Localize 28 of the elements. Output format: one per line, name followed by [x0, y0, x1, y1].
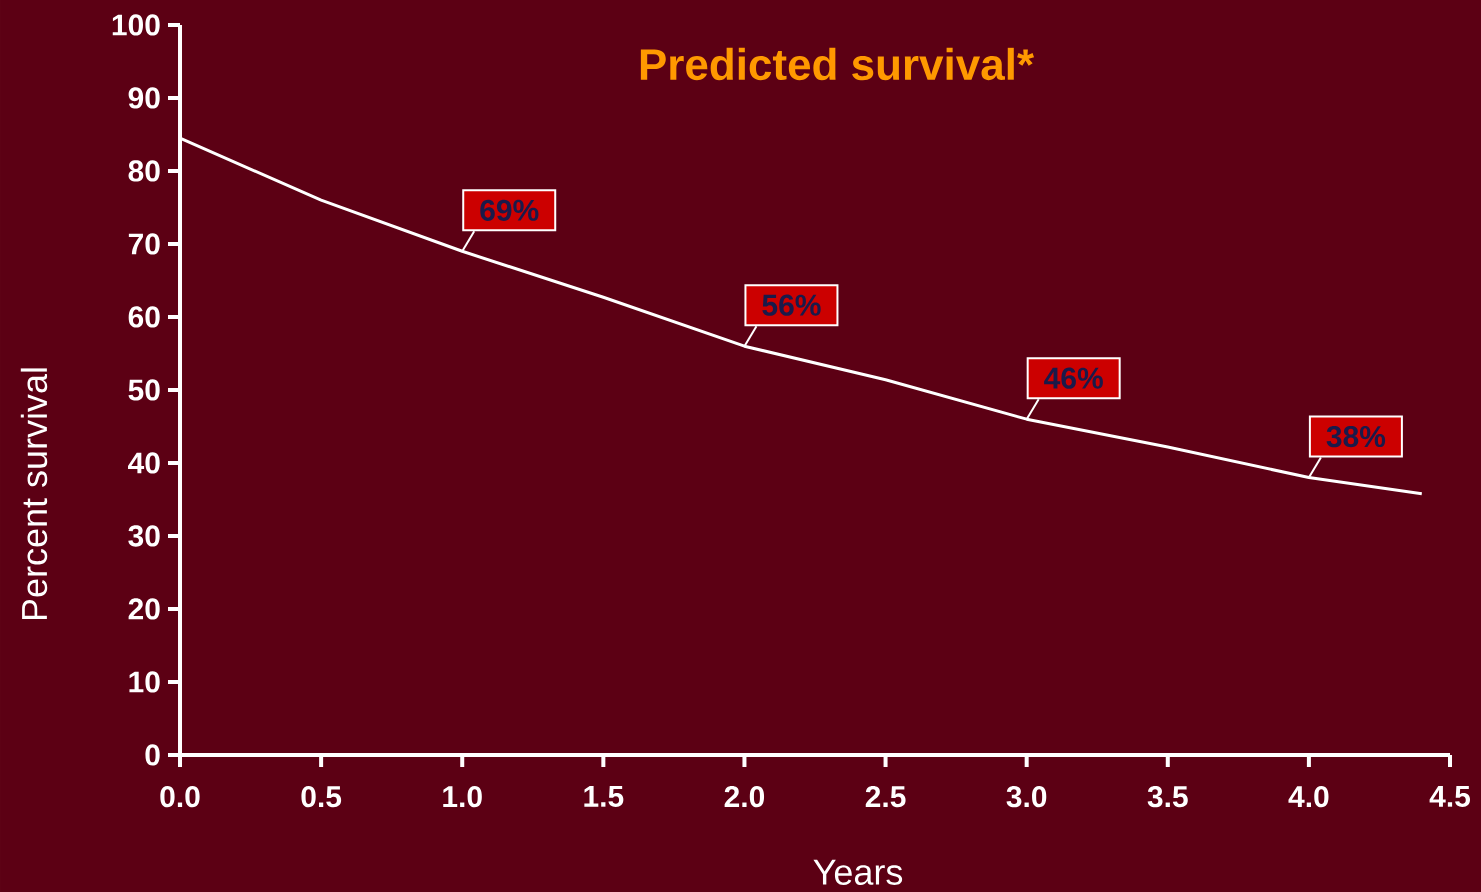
x-tick-label: 4.0 [1288, 786, 1329, 808]
x-tick-label: 0.5 [301, 786, 342, 808]
y-tick-label: 20 [128, 598, 160, 620]
x-tick-label: 3.0 [1006, 786, 1047, 808]
y-tick-label: 100 [112, 14, 160, 36]
annotation: 69% [480, 199, 539, 221]
annotation: 56% [762, 294, 821, 316]
y-tick-label: 60 [128, 306, 160, 328]
y-tick-label: 30 [128, 525, 160, 547]
annotation: 38% [1326, 425, 1386, 448]
y-tick-label: 40 [128, 452, 160, 474]
y-tick-label: 0 [145, 744, 160, 766]
y-tick-label: 50 [128, 379, 160, 401]
x-tick-label: 0.0 [160, 786, 200, 808]
x-tick-label: 1.0 [443, 786, 482, 808]
x-tick-label: 4.5 [1429, 786, 1471, 807]
y-tick-label: 80 [128, 160, 160, 182]
chart-title: Predicted survival* [640, 47, 1035, 81]
x-tick-label: 2.5 [865, 786, 906, 808]
x-tick-label: 2.0 [724, 786, 765, 808]
y-tick-label: 90 [128, 87, 160, 109]
x-axis-title: Years [813, 859, 903, 885]
y-axis-title: Percent survival [20, 368, 48, 620]
x-tick-label: 3.5 [1147, 786, 1188, 808]
y-tick-label: 10 [129, 671, 160, 693]
x-tick-label: 1.5 [584, 786, 624, 807]
annotation: 46% [1044, 367, 1103, 389]
y-tick-label: 70 [128, 233, 160, 255]
